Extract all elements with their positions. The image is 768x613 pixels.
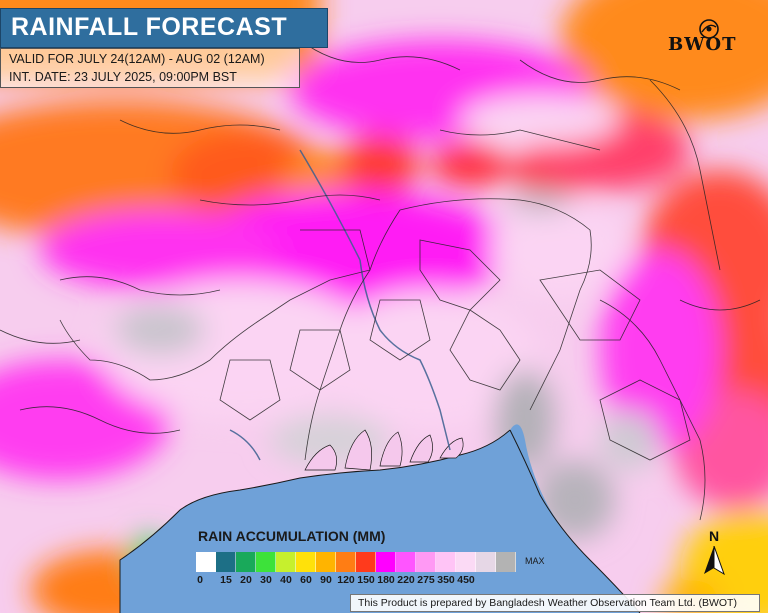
rain-legend: RAIN ACCUMULATION (MM) MAX 0 15 20 30 40 60 90… bbox=[192, 526, 545, 588]
logo-globe-icon bbox=[699, 19, 719, 39]
legend-tick-label: 450 bbox=[457, 574, 475, 586]
north-label: N bbox=[709, 528, 720, 544]
north-arrow: N bbox=[701, 528, 727, 576]
legend-max-label: MAX bbox=[525, 556, 545, 566]
page-title: RAINFALL FORECAST bbox=[11, 13, 288, 41]
legend-swatch bbox=[376, 552, 396, 572]
legend-swatch bbox=[496, 552, 516, 572]
init-date-text: INT. DATE: 23 JULY 2025, 09:00PM BST bbox=[9, 70, 237, 84]
legend-tick-label: 15 bbox=[220, 574, 232, 586]
legend-tick-label: 60 bbox=[300, 574, 312, 586]
legend-title: RAIN ACCUMULATION (MM) bbox=[198, 528, 386, 544]
legend-tick-label: 220 bbox=[397, 574, 415, 586]
logo-text: BWOT bbox=[668, 34, 737, 55]
legend-swatch bbox=[356, 552, 376, 572]
legend-tick-label: 180 bbox=[377, 574, 395, 586]
legend-swatch bbox=[456, 552, 476, 572]
credit-bar: This Product is prepared by Bangladesh W… bbox=[350, 594, 760, 612]
legend-tick-label: 150 bbox=[357, 574, 375, 586]
legend-tick-label: 120 bbox=[337, 574, 355, 586]
legend-swatch bbox=[276, 552, 296, 572]
legend-swatch bbox=[336, 552, 356, 572]
forecast-info-box: VALID FOR JULY 24(12AM) - AUG 02 (12AM) … bbox=[0, 48, 300, 88]
legend-swatch bbox=[196, 552, 216, 572]
legend-ticks: 0 15 20 30 40 60 90 120 150 180 220 275 350 450 bbox=[192, 574, 532, 588]
credit-text: This Product is prepared by Bangladesh W… bbox=[358, 597, 737, 609]
title-banner: RAINFALL FORECAST bbox=[0, 8, 328, 48]
legend-tick-label: 275 bbox=[417, 574, 435, 586]
legend-swatch bbox=[436, 552, 456, 572]
legend-swatch bbox=[416, 552, 436, 572]
legend-swatch bbox=[256, 552, 276, 572]
bwot-logo: BWOT bbox=[668, 18, 748, 62]
legend-tick-label: 20 bbox=[240, 574, 252, 586]
legend-swatch bbox=[236, 552, 256, 572]
legend-tick-label: 90 bbox=[320, 574, 332, 586]
legend-swatch bbox=[316, 552, 336, 572]
legend-tick-label: 350 bbox=[437, 574, 455, 586]
valid-period-text: VALID FOR JULY 24(12AM) - AUG 02 (12AM) bbox=[9, 52, 265, 66]
legend-tick-label: 30 bbox=[260, 574, 272, 586]
legend-swatches bbox=[196, 552, 516, 572]
legend-swatch bbox=[296, 552, 316, 572]
north-arrow-icon bbox=[704, 546, 725, 576]
legend-swatch bbox=[216, 552, 236, 572]
legend-tick-label: 0 bbox=[197, 574, 203, 586]
legend-swatch bbox=[396, 552, 416, 572]
legend-tick-label: 40 bbox=[280, 574, 292, 586]
legend-swatch bbox=[476, 552, 496, 572]
